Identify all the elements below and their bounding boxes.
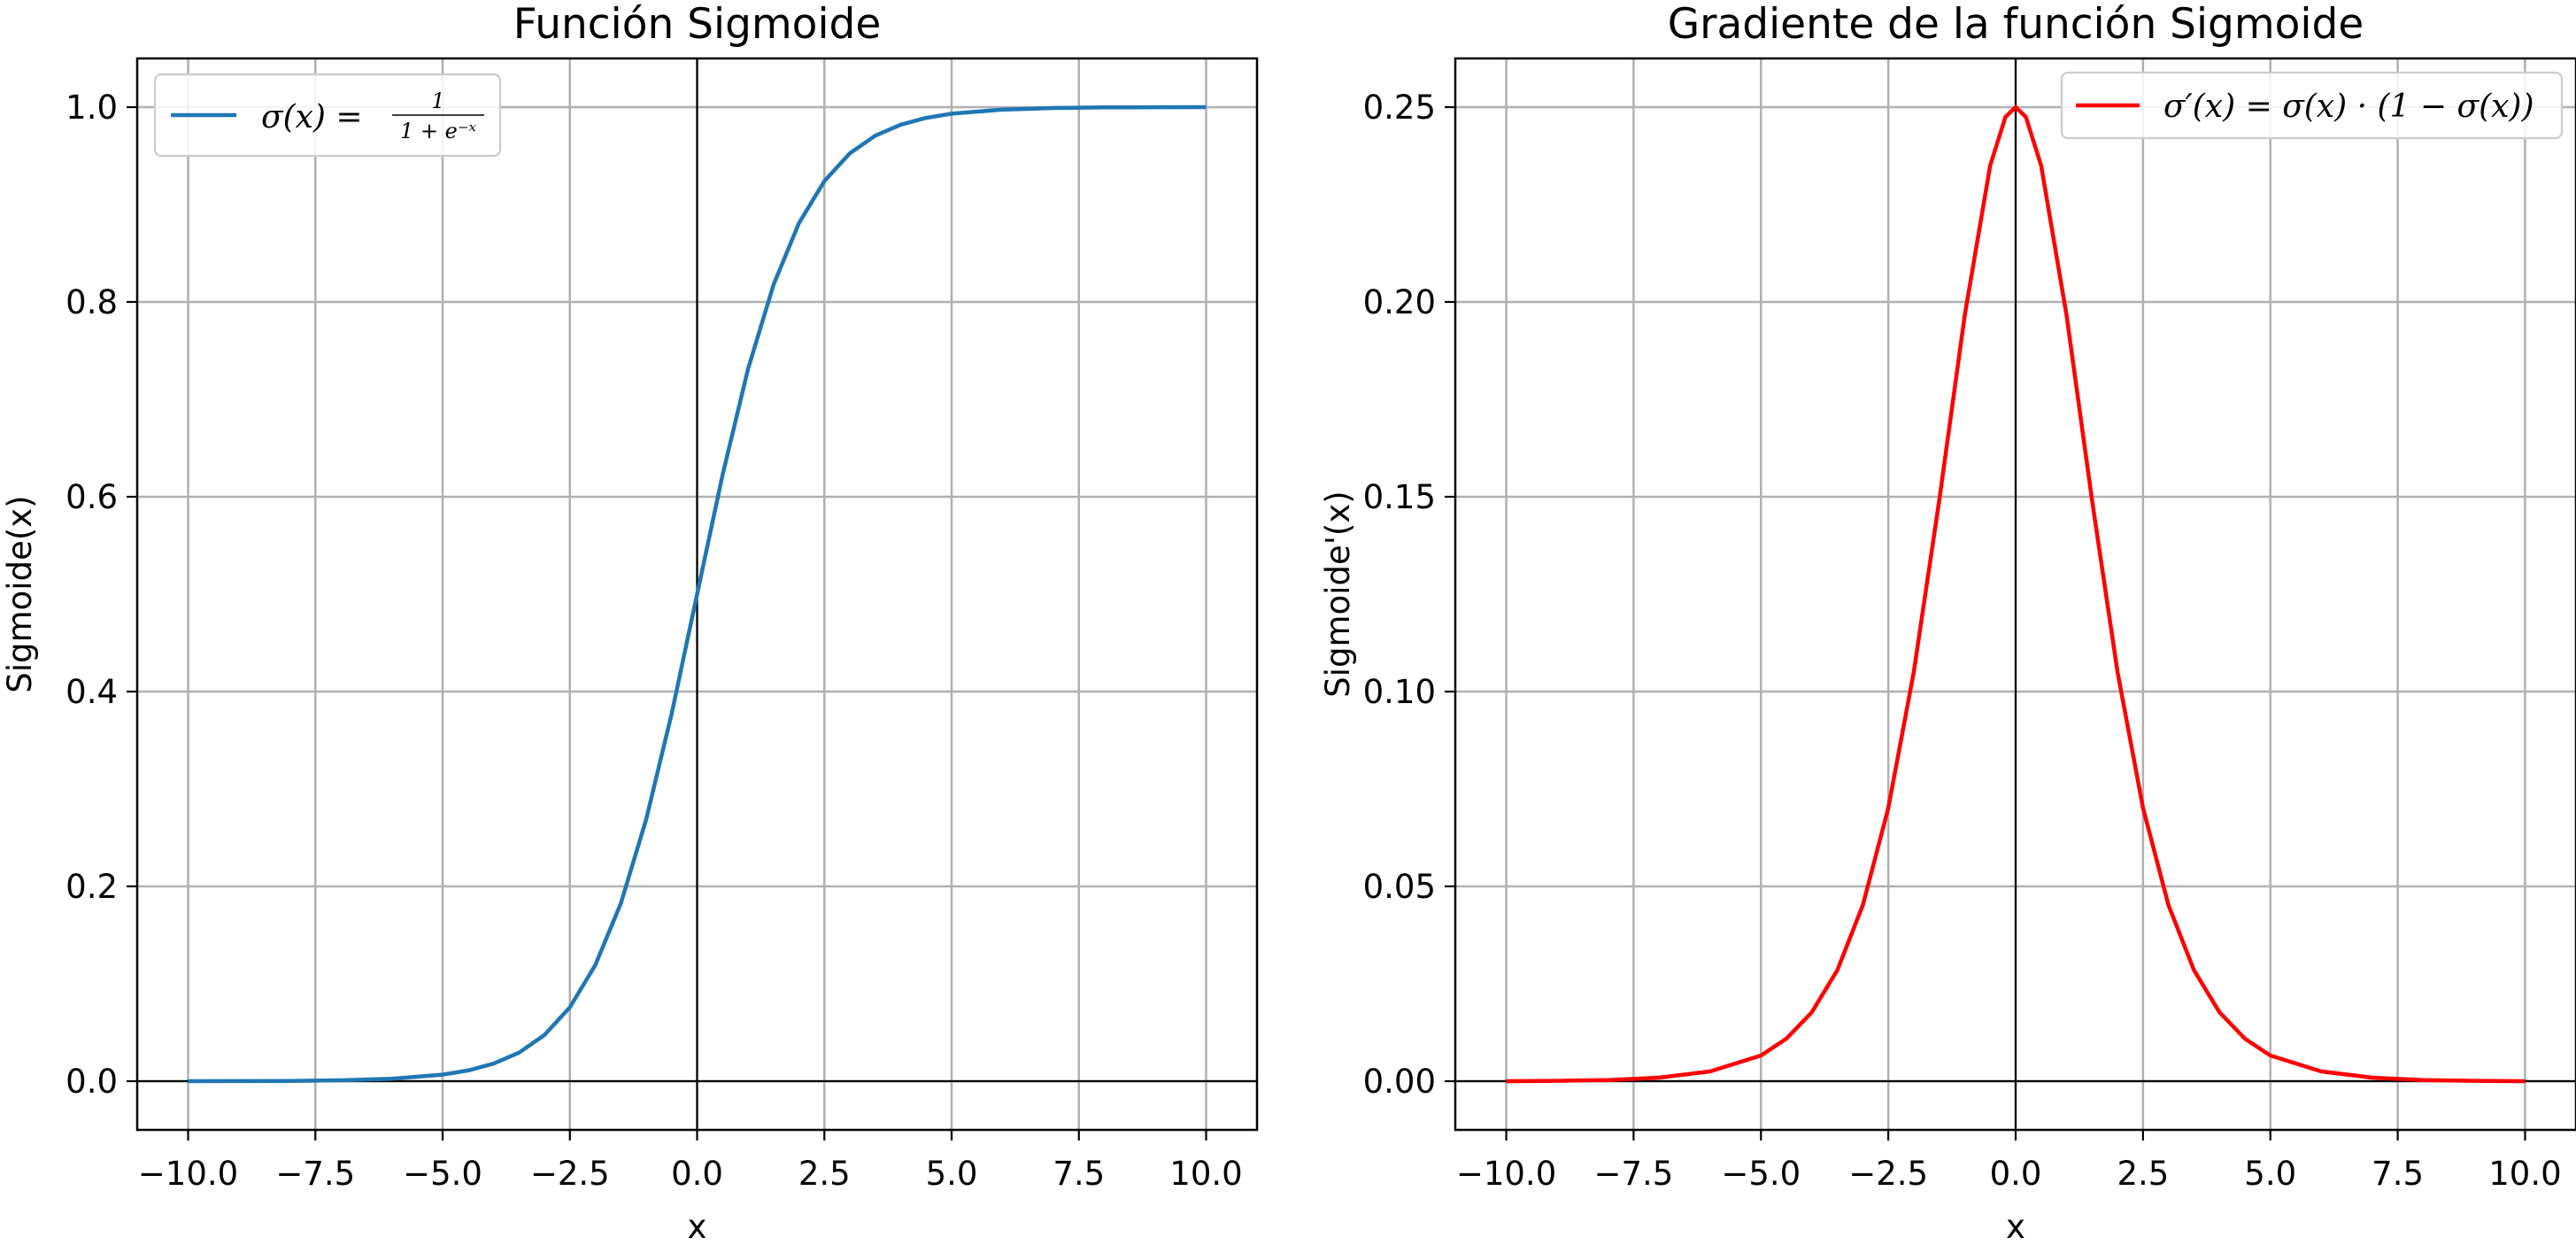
- chart-1-xtick-label-2: −5.0: [1721, 1155, 1801, 1193]
- chart-1-series-0-line: [1506, 104, 2526, 1084]
- chart-0-legend-numerator: 1: [431, 89, 444, 113]
- chart-0-legend-label: σ(x) =: [261, 99, 363, 135]
- chart-1-ytick-label-0: 0.00: [1363, 1063, 1436, 1101]
- sigmoid-chart: −10.0 −7.5 −5.0 −2.5 0.0 2.5 5.0 7.5 10.0 0.0 0.2 0…: [1, 0, 1259, 1245]
- chart-1-title: Gradiente de la función Sigmoide: [1668, 0, 2364, 49]
- chart-0-xtick-label-8: 10.0: [1169, 1155, 1242, 1193]
- chart-0-xtick-label-0: −10.0: [138, 1155, 238, 1193]
- chart-0-ytick-label-0: 0.0: [66, 1063, 118, 1101]
- chart-0-ylabel: Sigmoide(x): [1, 495, 39, 692]
- chart-0-xlabel: x: [688, 1208, 707, 1245]
- chart-0-ytick-label-2: 0.4: [66, 673, 118, 711]
- chart-0-ytick-label-5: 1.0: [66, 89, 118, 127]
- chart-1-legend-label: σ′(x) = σ(x) · (1 − σ(x)): [2163, 89, 2534, 125]
- chart-1-legend-box: [2060, 71, 2564, 140]
- chart-1-legend: σ′(x) = σ(x) · (1 − σ(x)): [2060, 71, 2564, 140]
- chart-1-ytick-label-2: 0.10: [1363, 673, 1436, 711]
- chart-0-series-0-line: [188, 104, 1207, 1084]
- chart-0-xtick-label-2: −5.0: [403, 1155, 482, 1193]
- chart-1-xtick-label-4: 0.0: [1990, 1155, 2042, 1193]
- chart-1-xlabel: x: [2006, 1208, 2025, 1245]
- chart-1-xtick-label-3: −2.5: [1848, 1155, 1928, 1193]
- chart-0-xtick-label-5: 2.5: [798, 1155, 851, 1193]
- chart-1-ytick-label-5: 0.25: [1363, 89, 1436, 127]
- chart-1-ytick-label-4: 0.20: [1363, 283, 1436, 321]
- chart-0-ytick-label-3: 0.6: [66, 478, 118, 516]
- chart-1-xtick-label-6: 5.0: [2244, 1155, 2296, 1193]
- chart-1-xtick-label-1: −7.5: [1593, 1155, 1673, 1193]
- chart-1-xtick-label-8: 10.0: [2488, 1155, 2561, 1193]
- sigmoid-gradient-chart: −10.0 −7.5 −5.0 −2.5 0.0 2.5 5.0 7.5 10.0 0.00 0.0…: [1319, 0, 2576, 1245]
- chart-0-ytick-label-4: 0.8: [66, 283, 118, 321]
- chart-1-ytick-label-3: 0.15: [1363, 478, 1436, 516]
- chart-0-xtick-label-4: 0.0: [671, 1155, 723, 1193]
- chart-1-ylabel: Sigmoide'(x): [1319, 491, 1357, 697]
- chart-0-ytick-label-1: 0.2: [66, 868, 118, 906]
- chart-0-legend-box: [153, 73, 502, 158]
- chart-0-xtick-label-1: −7.5: [275, 1155, 355, 1193]
- chart-0-legend-denominator: 1 + e⁻ˣ: [400, 119, 477, 143]
- chart-1-xtick-label-5: 2.5: [2117, 1155, 2169, 1193]
- chart-1-xtick-label-0: −10.0: [1456, 1155, 1556, 1193]
- chart-0-xtick-label-6: 5.0: [926, 1155, 978, 1193]
- chart-0-legend: σ(x) = 1 1 + e⁻ˣ: [153, 73, 502, 158]
- chart-0-title: Función Sigmoide: [513, 0, 882, 49]
- chart-0-xtick-label-3: −2.5: [530, 1155, 610, 1193]
- chart-0-xtick-label-7: 7.5: [1053, 1155, 1105, 1193]
- chart-1-xtick-label-7: 7.5: [2372, 1155, 2424, 1193]
- chart-1-ytick-label-1: 0.05: [1363, 868, 1436, 906]
